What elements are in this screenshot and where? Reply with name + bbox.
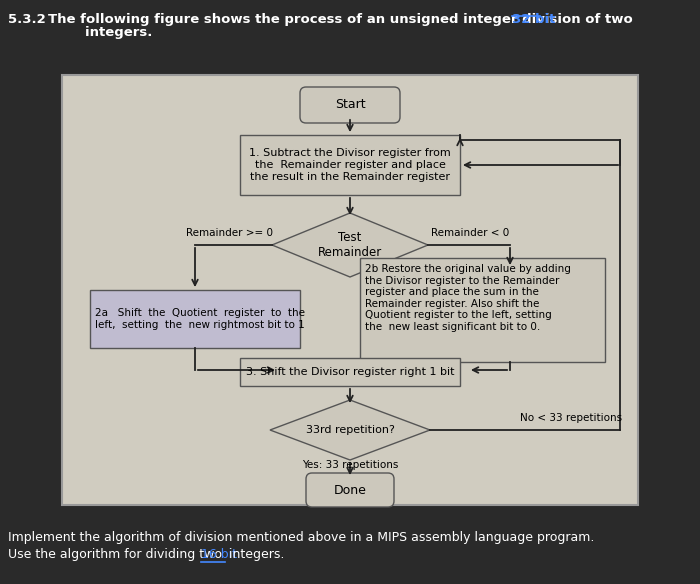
Text: Done: Done — [334, 484, 366, 496]
Text: 16 bit: 16 bit — [201, 548, 237, 561]
Text: 2b Restore the original value by adding
the Divisor register to the Remainder
re: 2b Restore the original value by adding … — [365, 264, 571, 332]
Text: 3. Shift the Divisor register right 1 bit: 3. Shift the Divisor register right 1 bi… — [246, 367, 454, 377]
Text: integers.: integers. — [48, 26, 152, 39]
Text: 32 bit: 32 bit — [512, 13, 555, 26]
Text: 1. Subtract the Divisor register from
the  Remainder register and place
the resu: 1. Subtract the Divisor register from th… — [249, 148, 451, 182]
Polygon shape — [270, 400, 430, 460]
Text: integers.: integers. — [225, 548, 285, 561]
Text: The following figure shows the process of an unsigned integer division of two: The following figure shows the process o… — [48, 13, 637, 26]
Text: Remainder < 0: Remainder < 0 — [431, 228, 509, 238]
FancyBboxPatch shape — [300, 87, 400, 123]
FancyBboxPatch shape — [240, 135, 460, 195]
Text: Yes: 33 repetitions: Yes: 33 repetitions — [302, 460, 398, 470]
Text: Use the algorithm for dividing two: Use the algorithm for dividing two — [8, 548, 226, 561]
Text: Start: Start — [335, 99, 365, 112]
Text: 5.3.2: 5.3.2 — [8, 13, 51, 26]
Text: 2a   Shift  the  Quotient  register  to  the
left,  setting  the  new rightmost : 2a Shift the Quotient register to the le… — [95, 308, 305, 330]
FancyBboxPatch shape — [240, 358, 460, 386]
Polygon shape — [272, 213, 428, 277]
FancyBboxPatch shape — [360, 258, 605, 362]
FancyBboxPatch shape — [62, 75, 638, 505]
Text: No < 33 repetitions: No < 33 repetitions — [520, 413, 622, 423]
Text: 33rd repetition?: 33rd repetition? — [306, 425, 394, 435]
FancyBboxPatch shape — [90, 290, 300, 348]
Text: Remainder >= 0: Remainder >= 0 — [186, 228, 274, 238]
Text: Implement the algorithm of division mentioned above in a MIPS assembly language : Implement the algorithm of division ment… — [8, 531, 595, 544]
Text: Test
Remainder: Test Remainder — [318, 231, 382, 259]
FancyBboxPatch shape — [306, 473, 394, 507]
